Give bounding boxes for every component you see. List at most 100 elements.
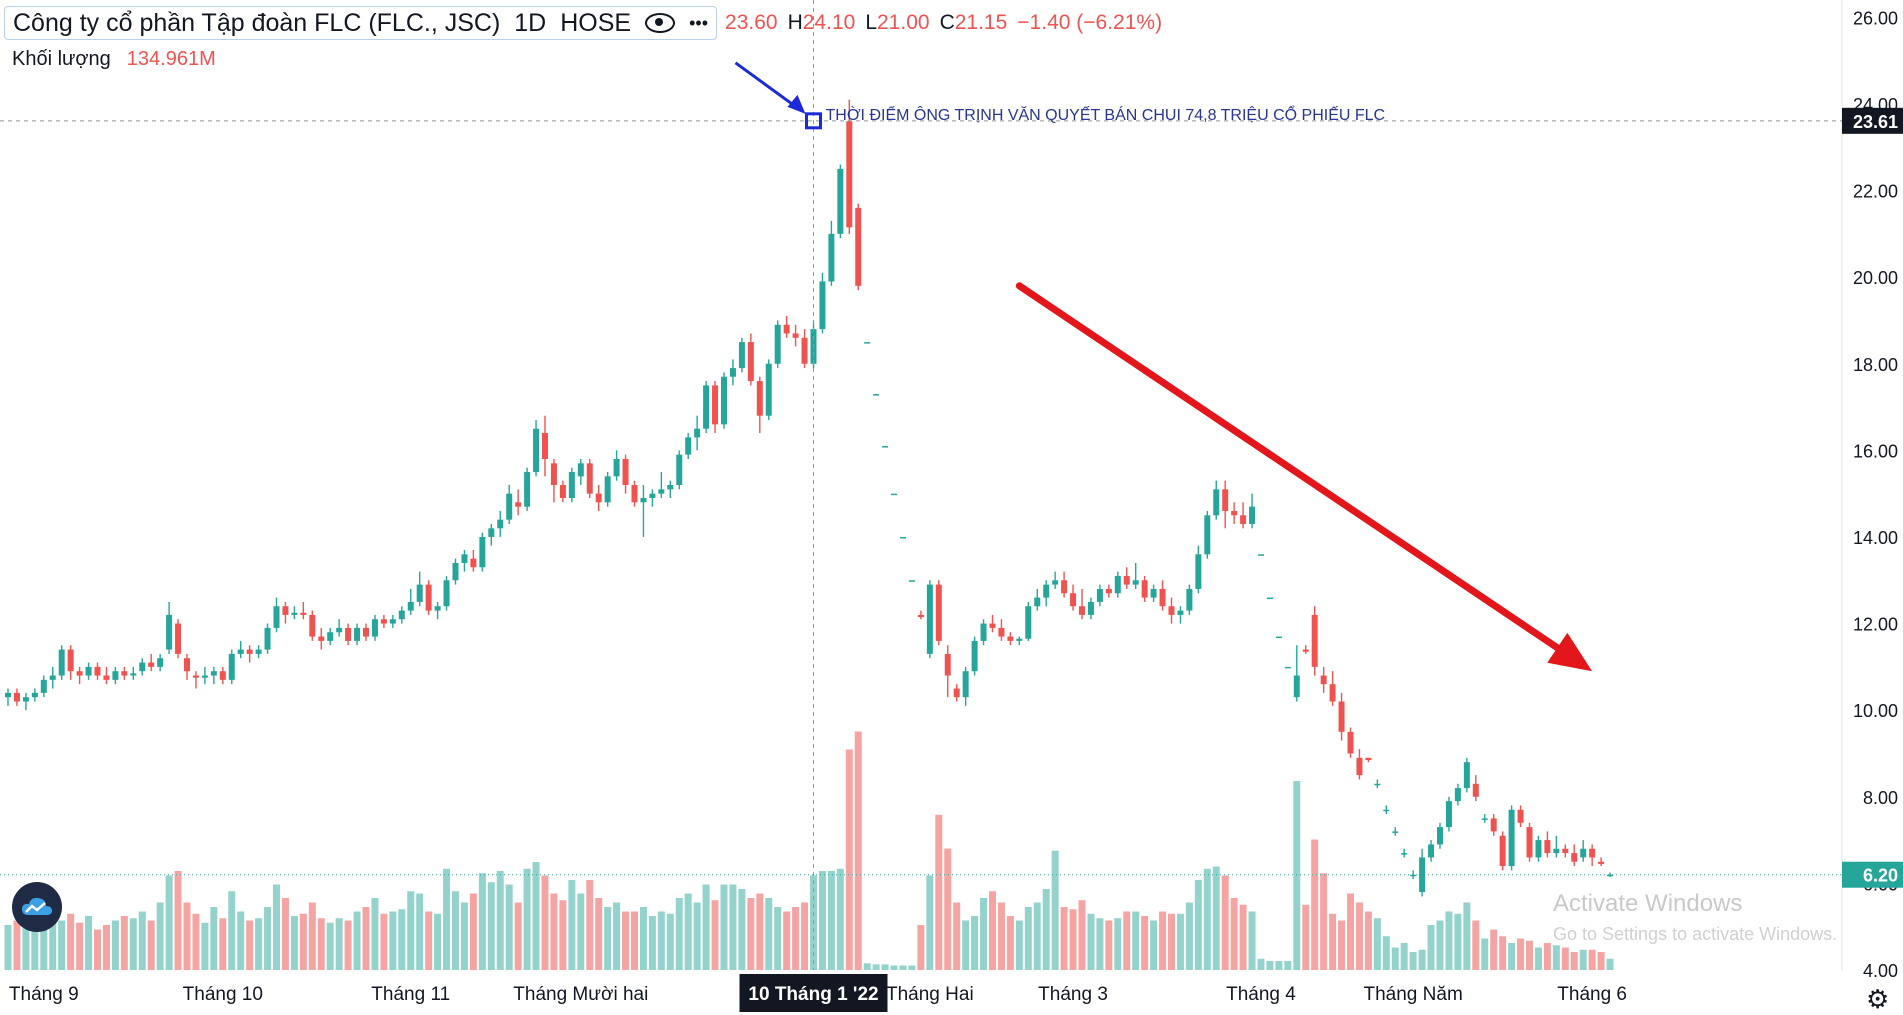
candle-body — [1043, 584, 1050, 598]
price-axis[interactable]: 26.0024.0022.0020.0018.0016.0014.0012.00… — [1841, 0, 1898, 981]
volume-bar — [1087, 913, 1095, 970]
candle-body — [962, 671, 969, 698]
candle-body — [1195, 554, 1202, 589]
volume-bar — [783, 911, 791, 970]
volume-bar — [1463, 902, 1471, 970]
volume-bar — [1060, 907, 1068, 970]
volume-bar — [1194, 880, 1202, 970]
volume-bar — [666, 913, 674, 970]
volume-bar — [1096, 918, 1104, 970]
candle-body — [819, 281, 826, 330]
candle-body — [747, 342, 754, 382]
candle-body — [1114, 575, 1121, 594]
volume-bar — [478, 873, 486, 970]
candle-body — [1517, 809, 1524, 823]
candle-body — [407, 601, 414, 611]
volume-bar — [613, 902, 621, 970]
x-tick-label: Tháng 9 — [9, 984, 79, 1005]
high-label: H — [787, 11, 803, 34]
candle-body — [1562, 848, 1569, 854]
candle-body — [67, 649, 74, 672]
volume-label[interactable]: Khối lượng — [12, 48, 111, 70]
volume-bar — [496, 871, 504, 970]
interval-label[interactable]: 1D — [514, 8, 547, 37]
volume-bar — [1391, 947, 1399, 970]
candle-body — [568, 472, 575, 498]
x-tick-label: Tháng 11 — [371, 984, 450, 1005]
volume-bar — [443, 868, 451, 970]
volume-bar — [1257, 958, 1265, 970]
volume-bar — [1159, 911, 1167, 970]
candle-body — [1240, 515, 1247, 524]
volume-bar — [1543, 943, 1551, 970]
volume-bar — [1185, 902, 1193, 970]
candle-body — [1168, 606, 1175, 615]
x-tick-label: Tháng 6 — [1557, 984, 1627, 1005]
symbol-title[interactable]: Công ty cổ phần Tập đoàn FLC (FLC., JSC) — [13, 8, 501, 37]
eye-icon[interactable] — [645, 13, 676, 33]
symbol-title-box[interactable]: Công ty cổ phần Tập đoàn FLC (FLC., JSC)… — [4, 6, 718, 40]
volume-bar — [344, 920, 352, 970]
candle-body — [1454, 788, 1461, 802]
candle-body — [336, 627, 343, 633]
exchange-label: HOSE — [560, 8, 632, 37]
candle-body — [1544, 840, 1551, 854]
volume-bar — [299, 913, 307, 970]
volume-bar — [460, 902, 468, 970]
candle-body — [1266, 597, 1273, 600]
candle-body — [971, 640, 978, 672]
volume-bar — [550, 893, 558, 970]
candle-body — [1338, 701, 1345, 732]
volume-legend: Khối lượng 134.961M — [12, 48, 216, 71]
y-tick-label: 4.00 — [1863, 961, 1898, 981]
candle-body — [148, 662, 155, 667]
candle-body — [613, 459, 620, 477]
candle-body — [1302, 649, 1309, 652]
candle-body — [76, 671, 83, 676]
candle-body — [640, 497, 647, 503]
volume-bar — [631, 911, 638, 970]
volume-bar — [890, 965, 898, 970]
volume-bar — [1024, 907, 1032, 970]
volume-pane — [4, 731, 1614, 970]
settings-gear-icon[interactable]: ⚙ — [1866, 984, 1890, 1014]
volume-bar — [1579, 949, 1587, 970]
candle-body — [1329, 684, 1336, 702]
candle-body — [1150, 588, 1157, 598]
volume-bar — [469, 893, 477, 970]
candle-body — [774, 324, 781, 364]
time-axis[interactable]: Tháng 9 Tháng 10 Tháng 11 Tháng Mười hai 10 … — [9, 974, 1627, 1012]
candle-body — [1490, 818, 1497, 832]
candle-body — [577, 463, 584, 477]
volume-bar — [389, 911, 397, 970]
volume-bar — [1033, 902, 1041, 970]
candle-body — [828, 233, 835, 282]
candle-body — [1374, 783, 1381, 786]
volume-bar — [1141, 916, 1149, 970]
candle-body — [1571, 853, 1578, 862]
candle-body — [1213, 489, 1220, 516]
volume-bar — [872, 964, 880, 970]
volume-bar — [657, 911, 665, 970]
volume-bar — [1338, 920, 1346, 970]
volume-bar — [1105, 920, 1113, 970]
more-options-icon[interactable]: ••• — [689, 12, 709, 33]
volume-bar — [881, 964, 889, 970]
tradingview-logo[interactable] — [12, 882, 62, 932]
candle-body — [273, 606, 280, 628]
y-tick-label: 10.00 — [1853, 701, 1898, 721]
y-tick-label: 26.00 — [1853, 8, 1898, 28]
volume-bar — [1212, 866, 1220, 970]
candle-body — [112, 671, 119, 680]
candle-body — [676, 454, 683, 485]
x-tick-label: Tháng Hai — [886, 984, 974, 1005]
candle-body — [1419, 857, 1426, 893]
volume-bar — [353, 911, 361, 970]
volume-bar — [1481, 938, 1489, 970]
candle-body — [219, 671, 226, 680]
volume-bar — [31, 918, 39, 970]
volume-bar — [1230, 898, 1238, 970]
chart-overlays: 23.61 6.20 THỜI ĐIỂM ÔNG TRỊNH VĂN QUYẾT B… — [0, 0, 1903, 970]
candle-body — [873, 394, 880, 396]
